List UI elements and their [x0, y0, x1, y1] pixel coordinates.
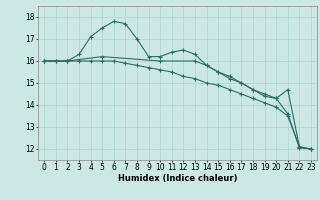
X-axis label: Humidex (Indice chaleur): Humidex (Indice chaleur) — [118, 174, 237, 183]
